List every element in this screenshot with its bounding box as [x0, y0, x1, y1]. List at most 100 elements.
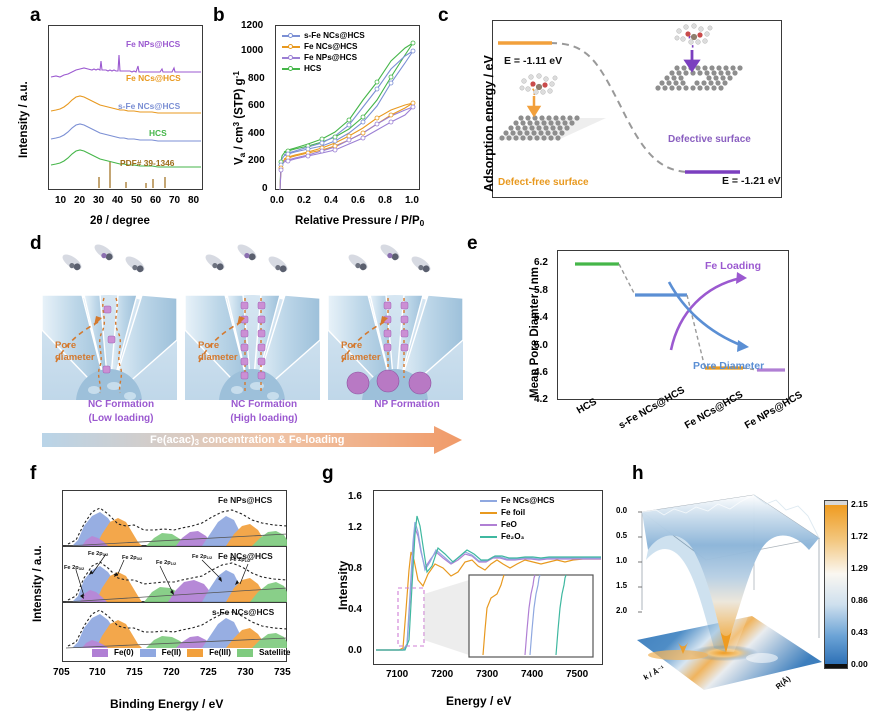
panel-d-stage-caption-1: NC Formation (High loading): [209, 398, 319, 426]
panel-h-colorbar-tick-1: 1.72: [851, 531, 868, 541]
panel-f-peak-annotation-5: Fe 2p1/2: [230, 557, 251, 563]
panel-b-letter: b: [213, 5, 225, 26]
panel-f-legend-swatch-1: [139, 648, 156, 657]
panel-f-peak-annotation-2: Fe 2p3/2: [122, 555, 143, 561]
panel-c-letter: c: [438, 5, 449, 26]
panel-b-legend-marker-3: [288, 66, 293, 71]
panel-g-xtick-4: 7500: [566, 669, 589, 680]
panel-g-letter: g: [322, 463, 334, 484]
panel-g-legend-line-1: [480, 512, 497, 514]
panel-g-legend-label-1: Fe foil: [501, 508, 526, 517]
panel-b-ytick-3: 600: [248, 100, 265, 111]
panel-f-legend-label-2: Fe(III): [209, 648, 231, 657]
panel-g-ytick-1: 0.4: [348, 604, 362, 615]
panel-h-colorbar-tick-2: 1.29: [851, 563, 868, 573]
panel-d-pore-label-3-line1: Pore: [341, 340, 363, 351]
panel-b: b: [210, 0, 430, 235]
panel-f-xtick-6: 735: [274, 667, 291, 678]
panel-g-legend-line-3: [480, 536, 497, 538]
panel-f-y-axis-title: Intensity / a.u.: [32, 545, 44, 622]
panel-f-xtick-2: 715: [126, 667, 143, 678]
panel-g-ytick-3: 1.2: [348, 522, 362, 533]
panel-d-pore-label-1: Pore diameter: [55, 340, 95, 364]
panel-h: h: [616, 462, 878, 719]
panel-c-plot-frame: [492, 20, 782, 198]
panel-a-curve-label-4: PDF# 39-1346: [120, 158, 175, 168]
panel-b-legend-marker-0: [288, 33, 293, 38]
panel-e-ytick-3: 5.4: [534, 312, 548, 323]
panel-e-ytick-0: 4.2: [534, 394, 548, 405]
panel-a-y-axis-title: Intensity / a.u.: [18, 81, 30, 158]
panel-g-legend-label-0: Fe NCs@HCS: [501, 496, 555, 505]
panel-b-plot-frame: [275, 25, 420, 190]
panel-f-xps-top: [65, 507, 288, 547]
panel-f-legend-label-0: Fe(0): [114, 648, 134, 657]
panel-a-curve-label-2: s-Fe NCs@HCS: [118, 101, 181, 111]
panel-d-pore-label-3-line2: diameter: [341, 352, 381, 363]
panel-f-subplot-title-2: s-Fe NCs@HCS: [212, 607, 275, 617]
panel-f-xps-mid: [65, 553, 288, 603]
panel-b-x-axis-title: Relative Pressure / P/P0: [295, 215, 425, 229]
panel-f-x-axis-title: Binding Energy / eV: [110, 697, 224, 711]
panel-b-y-axis-title: Va / cm3 (STP) g-1: [232, 71, 247, 165]
panel-g-ytick-2: 0.8: [348, 563, 362, 574]
panel-a-xtick-3: 40: [112, 195, 124, 206]
panel-h-letter: h: [632, 463, 644, 484]
panel-a-letter: a: [30, 5, 41, 26]
panel-h-ztick-0: 0.0: [616, 506, 628, 515]
panel-b-legend-marker-1: [288, 44, 293, 49]
panel-e-ytick-5: 6.2: [534, 257, 548, 268]
panel-h-colorbar-tick-4: 0.43: [851, 627, 868, 637]
panel-d-letter: d: [30, 233, 42, 254]
panel-g-ytick-0: 0.0: [348, 645, 362, 656]
panel-b-legend-label-2: Fe NPs@HCS: [304, 53, 358, 62]
panel-b-ytick-1: 200: [248, 155, 265, 166]
panel-b-ytick-4: 800: [248, 73, 265, 84]
panel-f-xtick-5: 730: [237, 667, 254, 678]
panel-d-pore-label-3: Pore diameter: [341, 340, 381, 364]
panel-h-colorbar-tick-5: 0.00: [851, 659, 868, 669]
panel-d-pore-label-1-line1: Pore: [55, 340, 77, 351]
panel-a-curve-label-3: HCS: [149, 128, 167, 138]
panel-h-colorbar-cap-top: [824, 500, 848, 505]
panel-f-letter: f: [30, 463, 37, 484]
panel-h-ztick-1: 0.5: [616, 531, 628, 540]
panel-f-legend-label-1: Fe(II): [161, 648, 182, 657]
panel-f-peak-annotation-3: Fe 2p1/2: [156, 560, 177, 566]
panel-h-wavelet-surface: [637, 494, 822, 690]
panel-b-xtick-4: 0.8: [378, 195, 392, 206]
panel-b-xtick-2: 0.4: [324, 195, 338, 206]
panel-f-subplot-title-1: Fe NCs@HCS: [218, 551, 273, 561]
panel-e-letter: e: [467, 233, 478, 254]
panel-d-stage-caption-0: NC Formation (Low loading): [66, 398, 176, 426]
panel-g-xtick-2: 7300: [476, 669, 499, 680]
panel-c-annotation-energy-2: E = -1.21 eV: [722, 175, 781, 187]
panel-a-xtick-0: 10: [55, 195, 67, 206]
panel-c-energy-diagram: [496, 23, 743, 174]
panel-a-xtick-4: 50: [131, 195, 143, 206]
panel-h-ztick-3: 1.5: [616, 581, 628, 590]
panel-b-ytick-6: 1200: [241, 20, 264, 31]
panel-d-schematic: [42, 244, 463, 454]
panel-e: e Fe Loading Pore Diameter Mean Pore Dia…: [465, 232, 878, 464]
panel-g-ytick-4: 1.6: [348, 491, 362, 502]
panel-d-stage-caption-2: NP Formation: [352, 398, 462, 412]
panel-b-isotherm-curves: [278, 40, 416, 191]
panel-d: d: [0, 232, 470, 464]
panel-a-curve-label-1: Fe NCs@HCS: [126, 73, 181, 83]
panel-f-legend: Fe(0) Fe(II) Fe(III) Satellite: [92, 648, 290, 657]
panel-a-curve-label-0: Fe NPs@HCS: [126, 39, 181, 49]
panel-g-legend-line-0: [480, 500, 497, 502]
panel-g-xanes-curves: [376, 515, 601, 658]
panel-f-legend-label-3: Satellite: [258, 648, 291, 657]
panel-b-xtick-0: 0.0: [270, 195, 284, 206]
panel-b-xtick-3: 0.6: [351, 195, 365, 206]
panel-a-xrd-curves: [50, 54, 201, 188]
panel-b-legend-label-0: s-Fe NCs@HCS: [304, 31, 365, 40]
panel-g-xtick-1: 7200: [431, 669, 454, 680]
panel-h-colorbar: [824, 504, 848, 666]
panel-a-xtick-6: 70: [169, 195, 181, 206]
panel-f-peak-annotation-1: Fe 2p3/2: [88, 551, 109, 557]
panel-f-xtick-4: 725: [200, 667, 217, 678]
panel-a-xtick-2: 30: [93, 195, 105, 206]
